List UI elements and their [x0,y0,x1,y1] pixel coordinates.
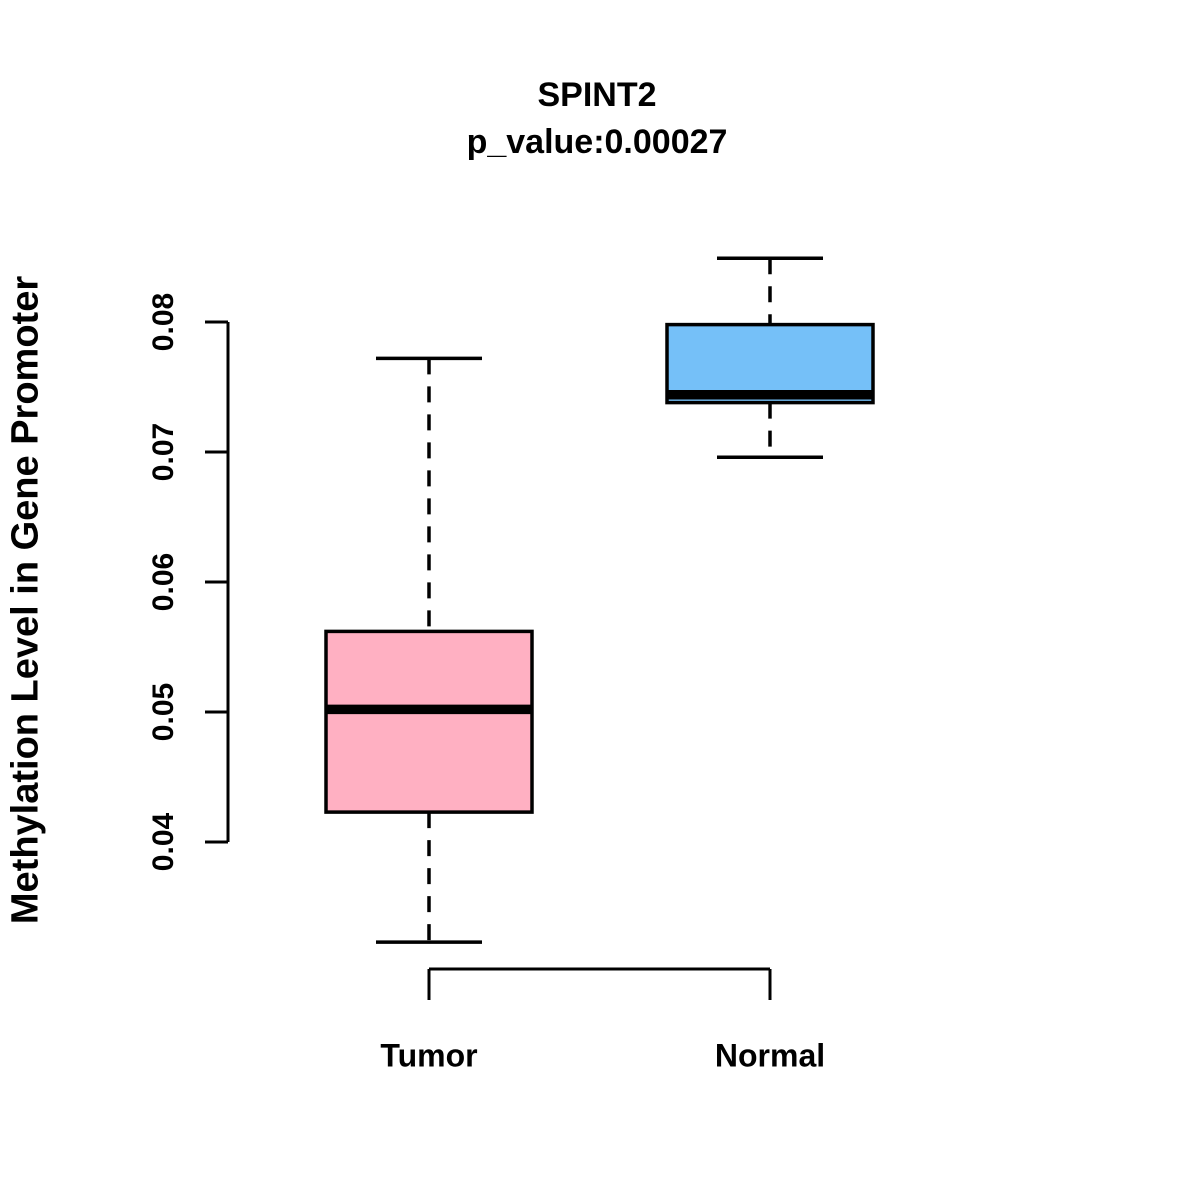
chart-title-block: SPINT2 p_value:0.00027 [0,72,1194,166]
y-axis [205,320,230,844]
chart-title: SPINT2 [537,76,657,114]
boxplot-tumor [324,356,534,944]
x-axis [427,967,772,1000]
x-tick-label-normal: Normal [714,1037,826,1074]
boxplot-normal [665,256,875,459]
x-tick-label-tumor: Tumor [380,1037,478,1074]
box-rect [324,629,534,814]
chart-subtitle-pvalue: p_value:0.00027 [466,123,728,161]
box-rect [665,322,875,405]
